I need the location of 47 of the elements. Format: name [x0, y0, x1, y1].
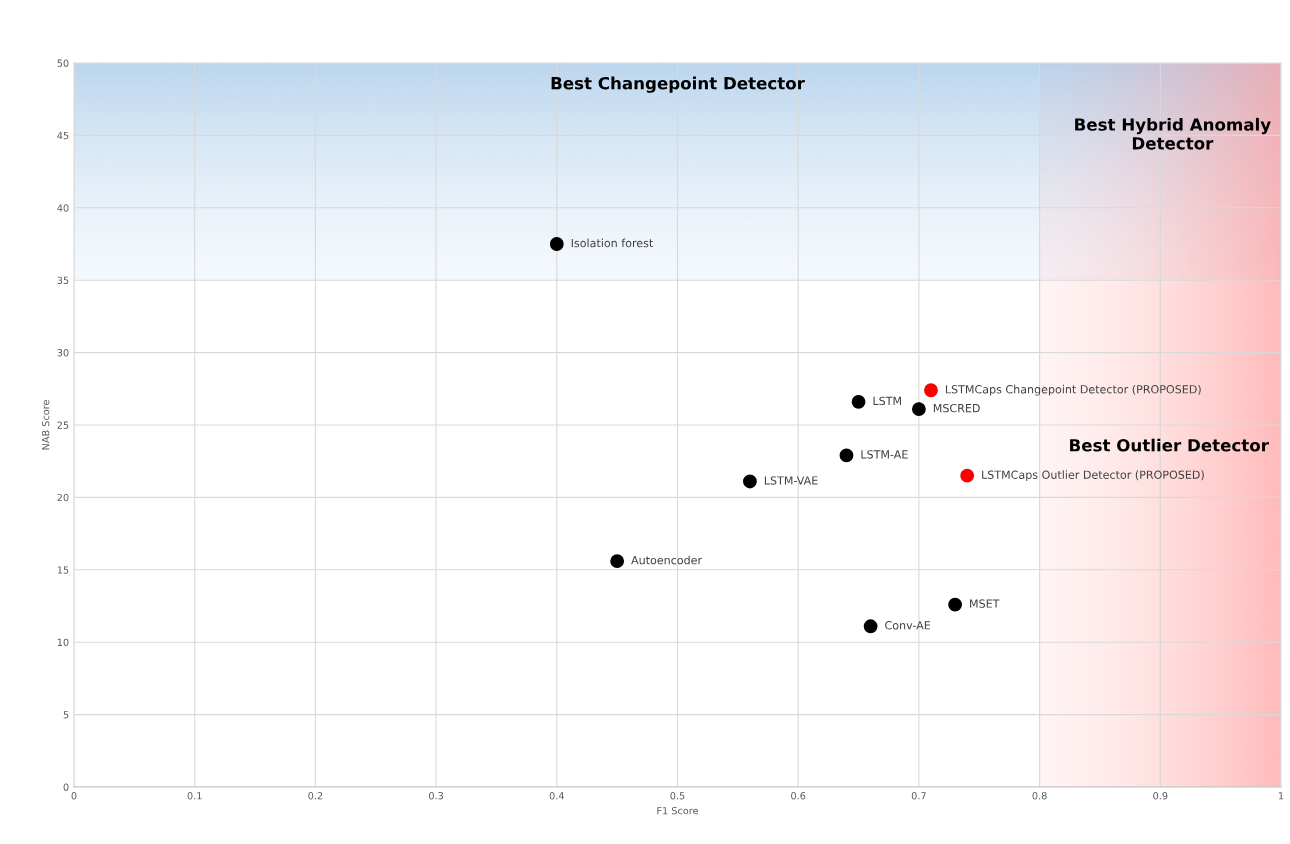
point: [911, 402, 926, 416]
y-tick-label: 15: [57, 566, 69, 574]
x-tick-label: 0.8: [1032, 792, 1047, 800]
x-tick-label: 0.1: [187, 792, 202, 800]
band-label: Best Outlier Detector: [1070, 438, 1269, 452]
point: [960, 468, 975, 483]
x-tick-label: 0.7: [911, 792, 926, 800]
point: [610, 554, 625, 569]
series-label: LSTM-VAE: [764, 476, 818, 485]
x-axis-title: F1 Score: [657, 807, 699, 815]
series-label: Isolation forest: [571, 238, 654, 248]
y-tick-label: 25: [57, 421, 69, 429]
x-tick-label: 0.6: [791, 792, 806, 800]
y-tick-label: 5: [63, 711, 69, 719]
point: [863, 619, 878, 634]
point: [549, 237, 564, 251]
y-tick-label: 40: [57, 204, 69, 212]
y-tick-label: 0: [63, 783, 69, 791]
y-tick-label: 30: [57, 349, 69, 357]
x-tick-label: 0.9: [1153, 792, 1168, 800]
point: [851, 394, 866, 409]
y-tick-label: 10: [57, 638, 69, 647]
y-tick-label: 50: [57, 59, 69, 67]
series-label: MSCRED: [933, 403, 980, 413]
x-tick-label: 0.4: [549, 792, 564, 800]
series-label: LSTM-AE: [861, 450, 908, 459]
x-tick-label: 1: [1278, 792, 1284, 800]
series-label: Conv-AE: [885, 621, 931, 630]
x-tick-label: 0: [71, 792, 77, 800]
band-label: Best Changepoint Detector: [551, 76, 805, 93]
y-tick-label: 20: [57, 493, 69, 502]
annotation: Best Hybrid Anomaly Detector: [1075, 117, 1271, 150]
series-label: MSET: [970, 599, 1000, 608]
y-tick-label: 45: [57, 132, 69, 140]
x-tick-label: 0.2: [308, 792, 323, 800]
point: [839, 448, 854, 463]
y-tick-label: 35: [57, 276, 69, 285]
series-label: Autoencoder: [631, 555, 703, 565]
y-axis-title: NAB Score: [41, 400, 50, 450]
point: [743, 474, 757, 489]
x-tick-label: 0.3: [429, 792, 444, 800]
x-tick-label: 0.5: [670, 792, 685, 800]
point: [948, 597, 963, 612]
point: [924, 383, 938, 398]
series-label: LSTMCaps Outlier Detector (PROPOSED): [982, 470, 1204, 482]
series-label: LSTMCaps Changepoint Detector (PROPOSED): [945, 384, 1201, 396]
series-label: LSTM: [873, 396, 901, 406]
